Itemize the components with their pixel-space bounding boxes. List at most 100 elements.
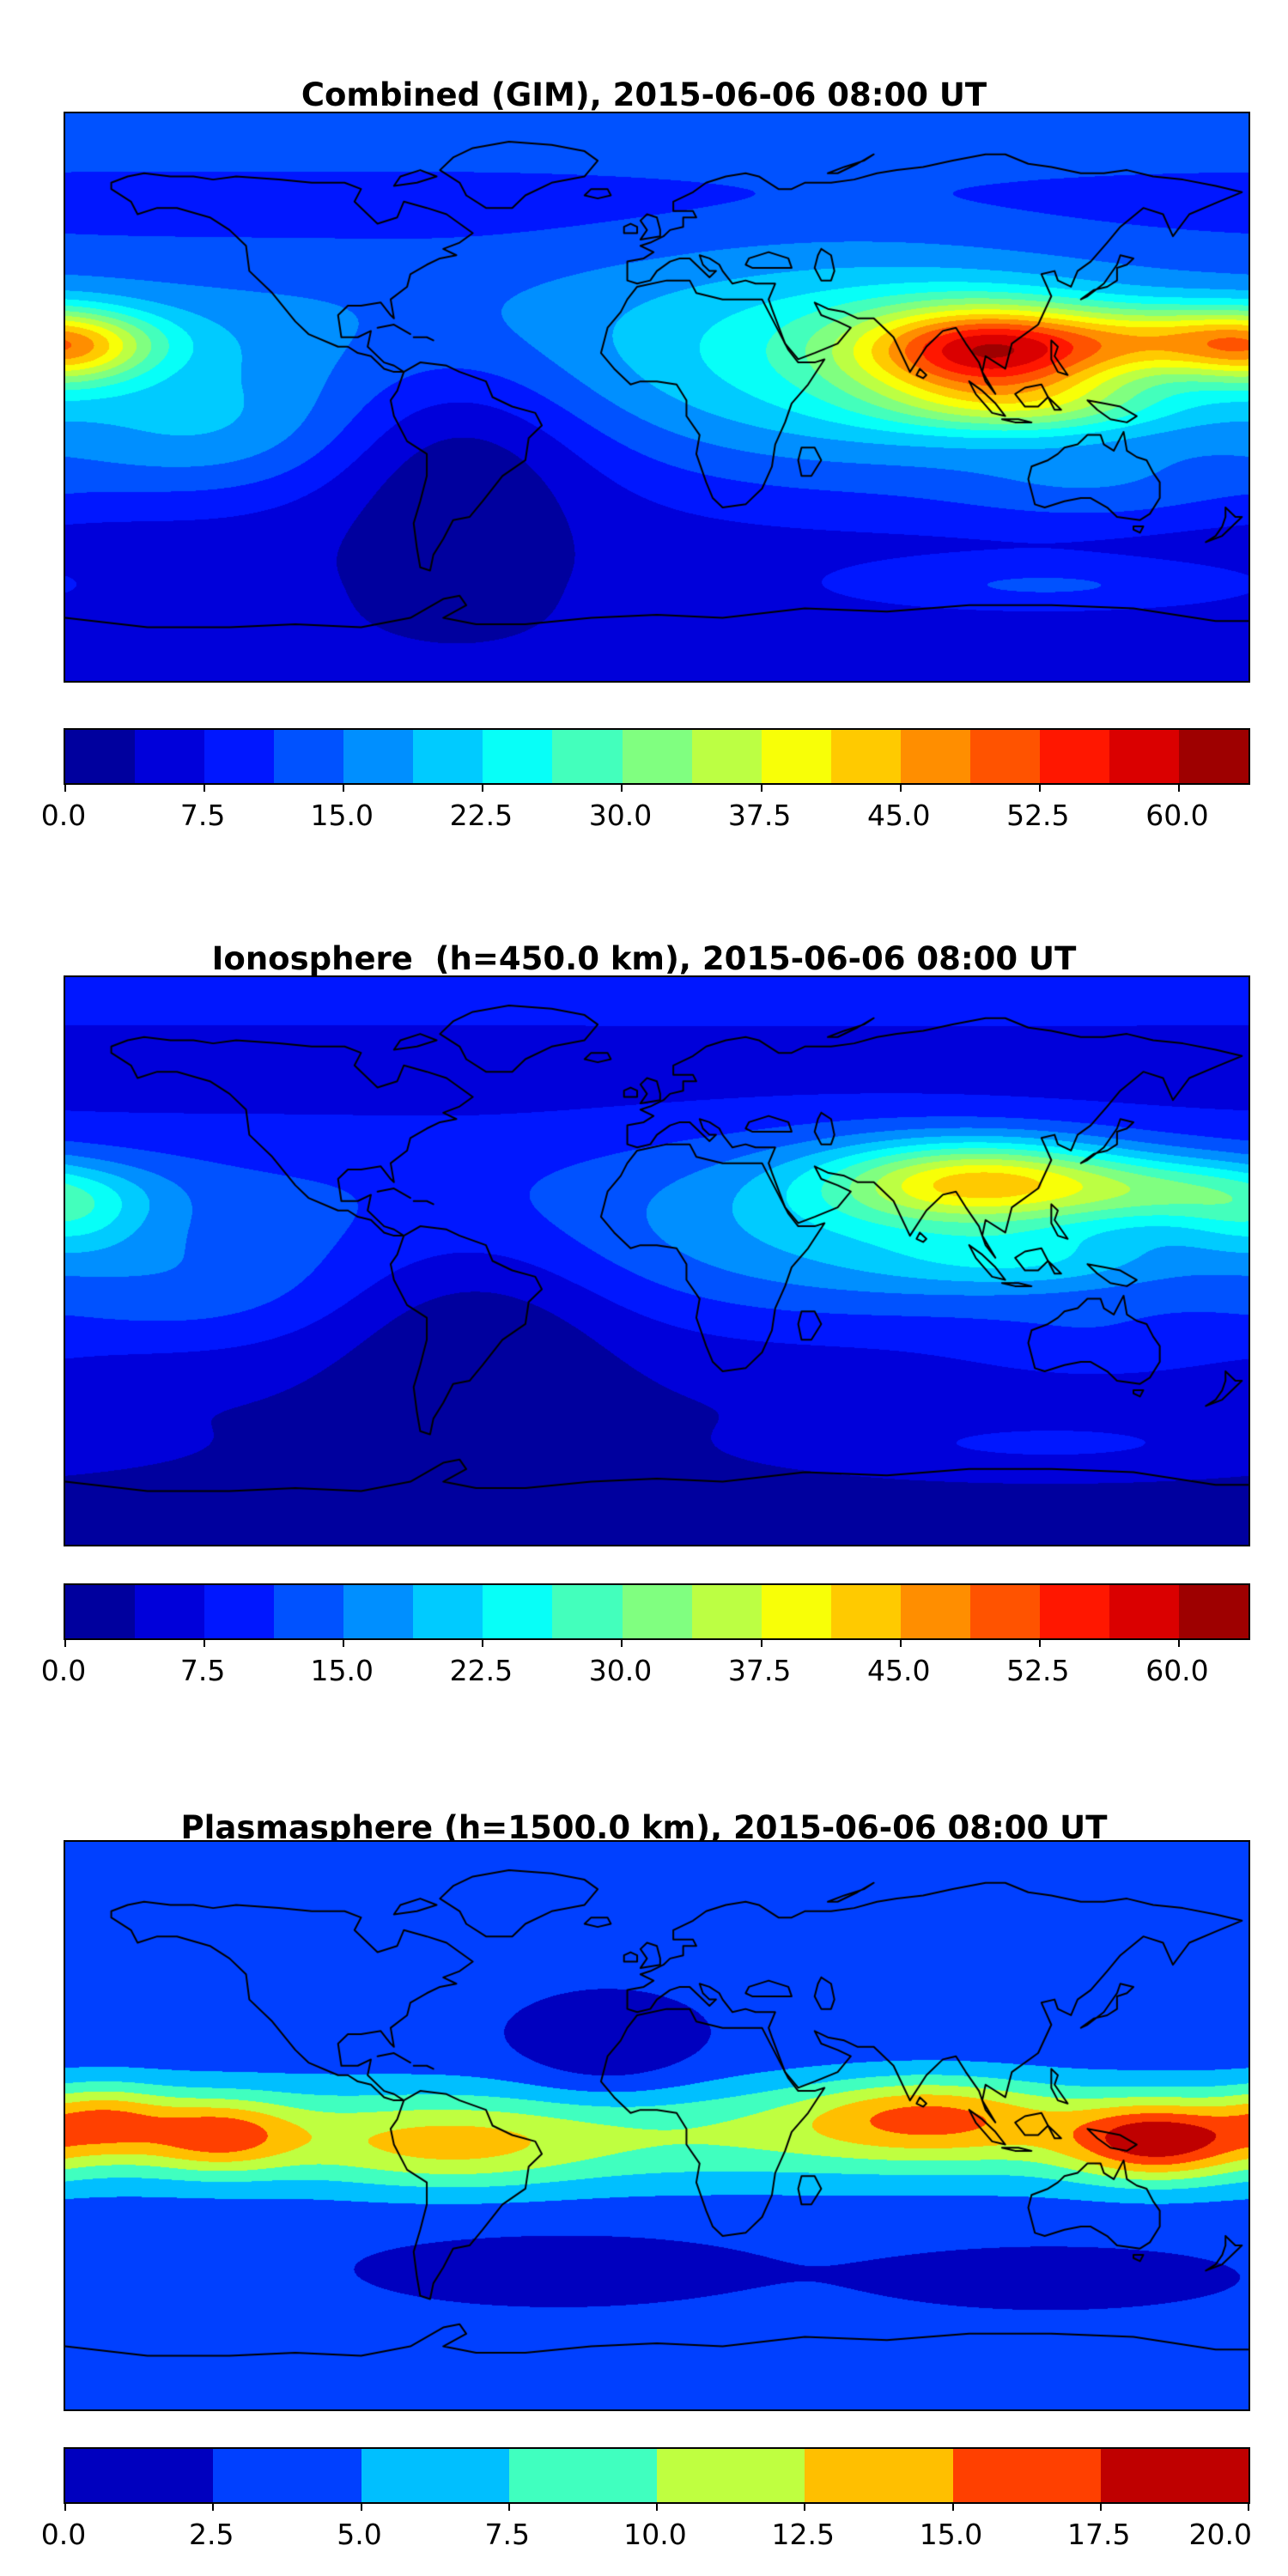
colorbar-tick-label: 45.0 [866,799,931,832]
colorbar-tick [1099,2503,1102,2511]
colorbar-tick [1038,784,1041,792]
colorbar-labels-plasmasphere: 0.0 2.5 5.0 7.5 10.0 12.5 15.0 17.5 20.0 [41,2518,1252,2555]
colorbar-tick [1248,2503,1249,2511]
colorbar-segment [65,2449,214,2502]
colorbar-segment [1039,1585,1109,1638]
panel-title-plasmasphere: Plasmasphere (h=1500.0 km), 2015-06-06 0… [180,1808,1108,1846]
colorbar-tick [760,784,762,792]
colorbar-tick-label: 20.0 [1188,2518,1252,2551]
colorbar-segment [691,730,762,783]
colorbar-segment [361,2449,509,2502]
colorbar-tick [899,784,902,792]
colorbar-segment [1109,730,1179,783]
colorbar-tick-label: 52.5 [1006,799,1070,832]
colorbar-segment [761,730,831,783]
colorbar-segment [969,1585,1040,1638]
panel-title-ionosphere: Ionosphere (h=450.0 km), 2015-06-06 08:0… [211,939,1077,977]
colorbar-tick-label: 15.0 [310,1654,374,1687]
colorbar-segment [552,730,623,783]
colorbar-tick [1038,1639,1041,1647]
colorbar-tick [1177,1639,1180,1647]
colorbar-tick-label: 2.5 [189,2518,234,2551]
colorbar-segment [65,1585,136,1638]
colorbar-tick-label: 7.5 [179,799,226,832]
colorbar-segment [274,1585,344,1638]
colorbar-segment [343,1585,414,1638]
colorbar-segment [952,2449,1101,2502]
colorbar-tick-label: 22.5 [449,1654,513,1687]
colorbar-segment [969,730,1040,783]
colorbar-segment [204,730,275,783]
colorbar-tick [507,2503,510,2511]
colorbar-segment [65,730,136,783]
map-canvas-combined [65,113,1249,681]
colorbar-segment [805,2449,953,2502]
colorbar-tick-label: 60.0 [1145,799,1209,832]
colorbar-segment [1100,2449,1249,2502]
colorbar-segment [274,730,344,783]
colorbar-tick [360,2503,362,2511]
colorbar-segment [343,730,414,783]
colorbar-tick [621,1639,623,1647]
colorbar-tick-label: 10.0 [623,2518,687,2551]
colorbar-segment [830,1585,901,1638]
colorbar-tick [204,1639,206,1647]
colorbar-segment [657,2449,805,2502]
colorbar-tick [64,2503,66,2511]
colorbar-tick-label: 52.5 [1006,1654,1070,1687]
colorbar-tick [482,784,484,792]
colorbar-tick-label: 7.5 [179,1654,226,1687]
colorbar-segment [1179,730,1249,783]
map-frame-ionosphere [64,975,1250,1546]
map-canvas-plasmasphere [65,1842,1249,2409]
colorbar-tick-label: 60.0 [1145,1654,1209,1687]
colorbar-segment [900,1585,970,1638]
colorbar-tick [804,2503,806,2511]
colorbar-segment [213,2449,361,2502]
colorbar-segment [552,1585,623,1638]
colorbar-tick-label: 0.0 [40,1654,87,1687]
colorbar-segment [135,730,205,783]
map-frame-plasmasphere [64,1840,1250,2411]
colorbar-tick-label: 30.0 [588,799,653,832]
colorbar-labels-combined: 0.0 7.5 15.0 22.5 30.0 37.5 45.0 52.5 60.0 [41,799,1247,836]
map-canvas-ionosphere [65,977,1249,1545]
colorbar-tick-label: 7.5 [484,2518,530,2551]
colorbar-tick [760,1639,762,1647]
colorbar-segment [413,730,483,783]
colorbar-tick [656,2503,658,2511]
colorbar-tick [212,2503,215,2511]
colorbar-tick-label: 30.0 [588,1654,653,1687]
colorbar-segment [900,730,970,783]
colorbar-tick-label: 12.5 [771,2518,835,2551]
colorbar-tick-label: 17.5 [1067,2518,1131,2551]
colorbar-segment [1109,1585,1179,1638]
colorbar-tick [482,1639,484,1647]
colorbar-segment [483,730,553,783]
colorbar-tick-label: 15.0 [919,2518,983,2551]
colorbar-segment [483,1585,553,1638]
colorbar-tick [343,784,345,792]
colorbar-tick-label: 37.5 [727,1654,792,1687]
panel-title-combined: Combined (GIM), 2015-06-06 08:00 UT [301,76,987,113]
colorbar-tick [64,1639,66,1647]
colorbar-segment [413,1585,483,1638]
colorbar-segment [761,1585,831,1638]
colorbar-segment [1039,730,1109,783]
colorbar-tick-label: 22.5 [449,799,513,832]
colorbar-tick-label: 0.0 [40,799,87,832]
colorbar-segment [204,1585,275,1638]
colorbar-tick [343,1639,345,1647]
colorbar-tick-label: 45.0 [866,1654,931,1687]
colorbar-tick [899,1639,902,1647]
colorbar-tick-label: 0.0 [40,2518,87,2551]
colorbar-segment [508,2449,657,2502]
colorbar-segment [830,730,901,783]
colorbar-labels-ionosphere: 0.0 7.5 15.0 22.5 30.0 37.5 45.0 52.5 60.0 [41,1654,1247,1692]
colorbar-tick [64,784,66,792]
colorbar-tick [204,784,206,792]
colorbar-segment [1179,1585,1249,1638]
colorbar-tick-label: 37.5 [727,799,792,832]
colorbar-combined [64,728,1250,792]
